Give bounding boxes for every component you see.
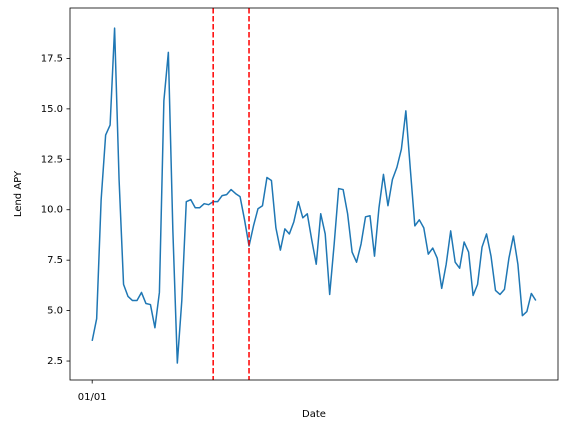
y-tick-label: 15.0 xyxy=(41,104,63,115)
y-tick-label: 12.5 xyxy=(41,154,63,165)
y-tick-label: 10.0 xyxy=(41,205,63,216)
y-tick-label: 5.0 xyxy=(47,306,63,317)
y-tick-label: 7.5 xyxy=(47,255,63,266)
data-line xyxy=(91,27,537,364)
y-tick-label: 17.5 xyxy=(41,53,63,64)
x-axis-label: Date xyxy=(302,409,326,420)
x-tick-label: 01/01 xyxy=(78,392,107,403)
y-axis-label: Lend APY xyxy=(13,170,24,217)
y-tick-label: 2.5 xyxy=(47,356,63,367)
plot-frame xyxy=(69,7,559,381)
